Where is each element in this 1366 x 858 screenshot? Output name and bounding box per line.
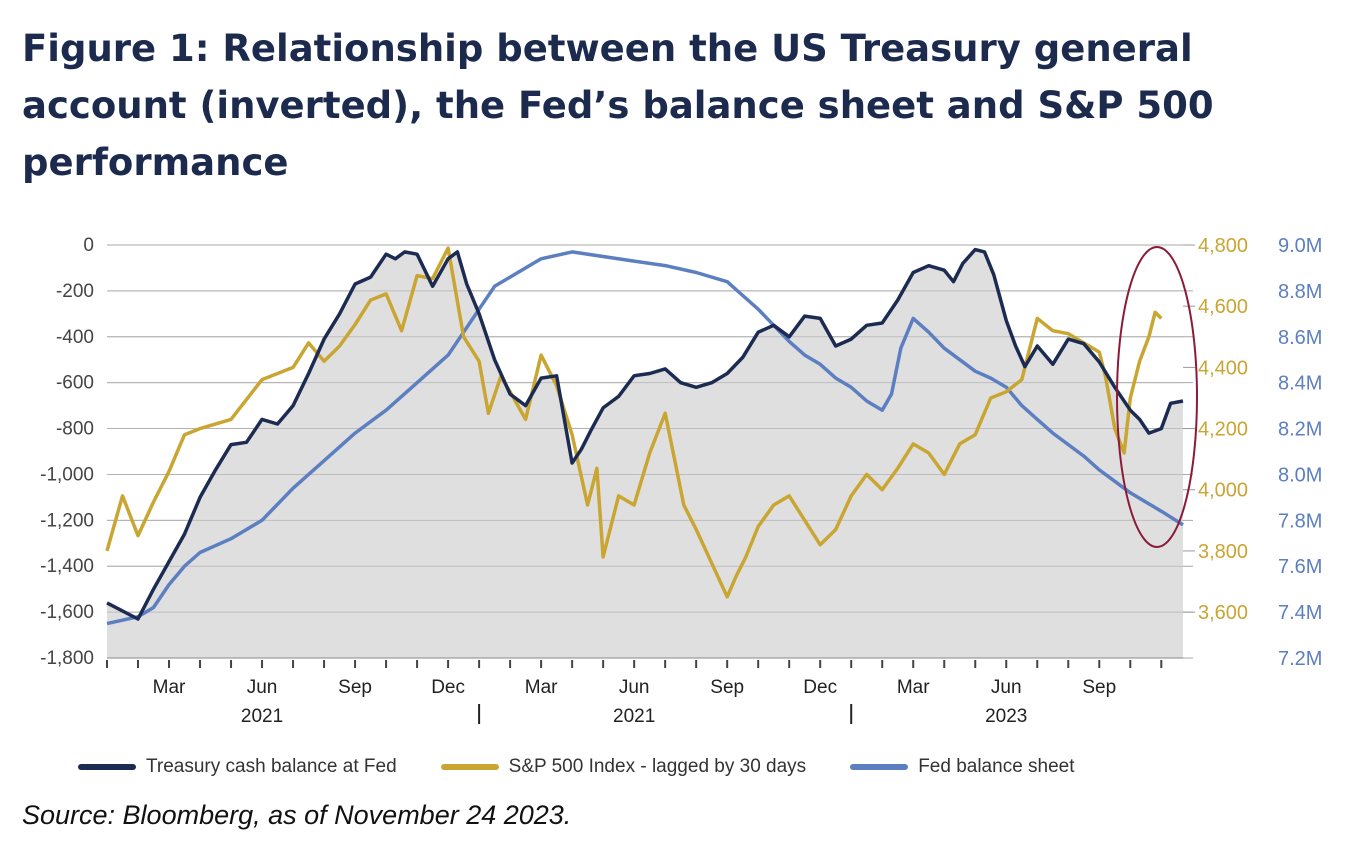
legend-item-fed: Fed balance sheet [850,756,1075,778]
spx-tick-label: 4,000 [1198,480,1248,502]
spx-tick-label: 4,600 [1198,296,1248,318]
x-tick-label: Dec [803,677,837,698]
x-tick-label: Sep [710,677,744,698]
legend-swatch-treasury [78,764,136,770]
fed-tick-label: 8.6M [1278,327,1322,349]
spx-tick-label: 4,400 [1198,357,1248,379]
treasury-area-fill [107,249,1183,658]
chart-title: Figure 1: Relationship between the US Tr… [22,27,1214,184]
x-tick-label: Mar [153,677,186,698]
left-axis: 0 -200 -400 -600 -800 -1,000 -1,200 -1,400 -1,60… [40,235,94,669]
fed-tick-label: 7.8M [1278,510,1322,532]
legend-item-treasury: Treasury cash balance at Fed [78,756,397,778]
fed-axis: 9.0M 8.8M 8.6M 8.4M 8.2M 8.0M 7.8M 7.6M 7.4M 7.2M [1278,235,1322,670]
fed-tick-label: 8.8M [1278,281,1322,303]
x-year-label: 2021 [241,706,283,727]
fed-tick-label: 9.0M [1278,235,1322,257]
chart-area: 0 -200 -400 -600 -800 -1,000 -1,200 -1,400 -1,60… [40,235,1322,727]
legend-swatch-spx [440,764,499,770]
left-tick-label: -1,000 [40,464,94,485]
left-tick-label: -1,400 [40,556,94,577]
spx-line [105,246,1163,599]
spx-tick-label: 4,200 [1198,419,1248,441]
legend-label-spx: S&P 500 Index - lagged by 30 days [508,756,807,777]
left-tick-label: 0 [83,235,94,256]
left-tick-label: -200 [56,281,94,302]
x-tick-label: Sep [338,677,372,698]
fed-tick-label: 7.6M [1278,556,1322,578]
left-tick-label: -800 [56,419,94,440]
x-axis: Mar Jun Sep Dec Mar Jun Sep Dec Mar Jun Sep 2021 202… [106,657,1183,727]
left-tick-label: -1,800 [40,648,94,669]
legend: Treasury cash balance at Fed S&P 500 Ind… [78,752,1119,782]
x-tick-label: Jun [247,677,278,698]
fed-tick-label: 7.4M [1278,602,1322,624]
fed-tick-label: 8.2M [1278,419,1322,441]
x-tick-label: Dec [431,677,465,698]
x-tick-label: Sep [1082,677,1116,698]
x-tick-label: Jun [991,677,1022,698]
x-tick-label: Jun [619,677,650,698]
spx-tick-label: 4,800 [1198,235,1248,257]
legend-swatch-fed [850,764,909,770]
x-tick-label: Mar [525,677,558,698]
highlight-ellipse [1116,246,1198,548]
fed-tick-label: 8.0M [1278,464,1322,486]
fed-tick-label: 7.2M [1278,648,1322,670]
source-note: Source: Bloomberg, as of November 24 202… [22,800,572,830]
x-year-label: 2023 [985,706,1027,727]
legend-label-fed: Fed balance sheet [918,756,1075,777]
legend-label-treasury: Treasury cash balance at Fed [146,756,397,777]
left-tick-label: -400 [56,327,94,348]
spx-tick-label: 3,800 [1198,541,1248,563]
fed-tick-label: 8.4M [1278,373,1322,395]
x-year-label: 2021 [613,706,655,727]
legend-item-spx: S&P 500 Index - lagged by 30 days [440,756,807,778]
spx-axis: 4,800 4,600 4,400 4,200 4,000 3,800 3,600 [1183,235,1248,624]
left-tick-label: -600 [56,373,94,394]
left-tick-label: -1,600 [40,602,94,623]
left-tick-label: -1,200 [40,510,94,531]
x-tick-label: Mar [897,677,930,698]
treasury-cash-line [106,247,1184,621]
spx-tick-label: 3,600 [1198,602,1248,624]
